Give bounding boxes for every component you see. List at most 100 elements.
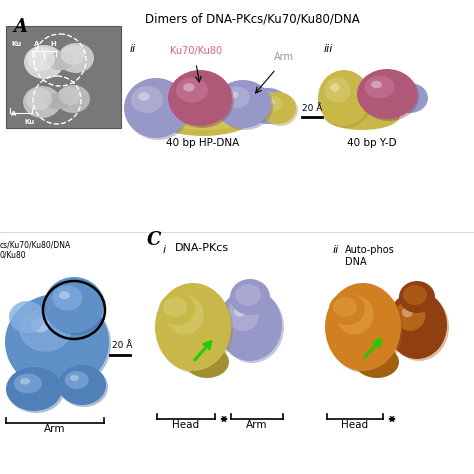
Text: Arm: Arm (274, 52, 294, 62)
Ellipse shape (222, 86, 250, 108)
Ellipse shape (330, 83, 339, 91)
Text: H: H (50, 41, 56, 47)
Text: Arm: Arm (44, 424, 66, 434)
Text: Dimers of DNA-PKcs/Ku70/Ku80/DNA: Dimers of DNA-PKcs/Ku70/Ku80/DNA (145, 12, 359, 25)
Ellipse shape (395, 300, 425, 331)
Ellipse shape (124, 78, 188, 138)
Ellipse shape (325, 78, 350, 103)
Ellipse shape (31, 318, 50, 332)
Text: C: C (147, 231, 161, 249)
Ellipse shape (26, 88, 52, 110)
Ellipse shape (23, 86, 61, 118)
Ellipse shape (251, 91, 281, 115)
Ellipse shape (392, 83, 428, 113)
Ellipse shape (159, 293, 195, 325)
Ellipse shape (246, 88, 290, 124)
Ellipse shape (217, 82, 273, 130)
Ellipse shape (53, 285, 82, 310)
Ellipse shape (365, 76, 394, 98)
Text: Head: Head (341, 420, 369, 430)
Ellipse shape (163, 297, 187, 317)
Text: 40 bp Y-D: 40 bp Y-D (347, 138, 397, 148)
Ellipse shape (65, 371, 89, 389)
Ellipse shape (320, 72, 372, 128)
Ellipse shape (70, 375, 79, 381)
Ellipse shape (176, 78, 208, 103)
Ellipse shape (185, 346, 229, 378)
Text: Ku: Ku (24, 119, 34, 125)
Text: cs/Ku70/Ku80/DNA: cs/Ku70/Ku80/DNA (0, 240, 71, 249)
Text: Auto-phos
DNA: Auto-phos DNA (345, 245, 395, 267)
Ellipse shape (403, 285, 427, 305)
Ellipse shape (402, 307, 413, 317)
Ellipse shape (20, 378, 30, 384)
Ellipse shape (170, 72, 234, 128)
Ellipse shape (357, 69, 417, 119)
Ellipse shape (58, 365, 106, 405)
Text: ii: ii (333, 245, 339, 255)
Ellipse shape (260, 92, 296, 124)
Ellipse shape (264, 96, 283, 111)
Ellipse shape (318, 70, 370, 126)
FancyBboxPatch shape (6, 26, 121, 128)
Ellipse shape (44, 277, 104, 333)
Ellipse shape (27, 47, 55, 71)
Text: Ku: Ku (11, 41, 21, 47)
Ellipse shape (58, 43, 94, 73)
Ellipse shape (59, 291, 70, 300)
Ellipse shape (46, 52, 74, 70)
Ellipse shape (60, 367, 108, 407)
Ellipse shape (165, 295, 204, 335)
Ellipse shape (389, 293, 449, 361)
Ellipse shape (262, 94, 298, 126)
Text: Arm: Arm (246, 420, 268, 430)
Ellipse shape (329, 293, 365, 325)
Ellipse shape (230, 279, 270, 315)
Ellipse shape (56, 85, 90, 113)
Ellipse shape (324, 102, 400, 130)
Ellipse shape (19, 309, 72, 352)
Ellipse shape (174, 304, 188, 317)
Ellipse shape (234, 306, 246, 317)
Text: 0/Ku80: 0/Ku80 (0, 250, 27, 259)
Ellipse shape (183, 83, 194, 91)
Ellipse shape (61, 45, 85, 65)
Ellipse shape (6, 367, 62, 411)
Ellipse shape (268, 100, 275, 104)
Ellipse shape (227, 299, 259, 331)
Ellipse shape (355, 346, 399, 378)
Ellipse shape (333, 297, 357, 317)
Ellipse shape (138, 92, 150, 101)
Ellipse shape (339, 84, 389, 124)
Text: 40 bp HP-DNA: 40 bp HP-DNA (166, 138, 240, 148)
Ellipse shape (151, 96, 255, 136)
Text: ii: ii (130, 44, 136, 54)
Ellipse shape (59, 87, 81, 105)
Ellipse shape (9, 301, 45, 333)
Text: iii: iii (324, 44, 333, 54)
Text: A: A (11, 111, 17, 117)
Ellipse shape (155, 283, 231, 371)
Ellipse shape (168, 70, 232, 126)
Ellipse shape (14, 374, 42, 393)
Ellipse shape (46, 279, 106, 335)
Ellipse shape (153, 98, 253, 130)
Ellipse shape (327, 285, 403, 373)
Ellipse shape (220, 291, 284, 363)
Ellipse shape (5, 294, 109, 390)
Ellipse shape (126, 80, 190, 140)
Text: i: i (163, 245, 166, 255)
Ellipse shape (371, 81, 382, 88)
Ellipse shape (45, 93, 71, 109)
Text: Ku70/Ku80: Ku70/Ku80 (170, 46, 222, 56)
Text: A: A (34, 41, 39, 47)
Text: Head: Head (173, 420, 200, 430)
Ellipse shape (8, 369, 64, 413)
Ellipse shape (359, 71, 419, 121)
Ellipse shape (399, 281, 435, 313)
Text: A: A (13, 18, 27, 36)
Ellipse shape (346, 87, 382, 115)
Ellipse shape (344, 304, 358, 317)
Ellipse shape (228, 91, 238, 99)
Ellipse shape (24, 45, 64, 79)
